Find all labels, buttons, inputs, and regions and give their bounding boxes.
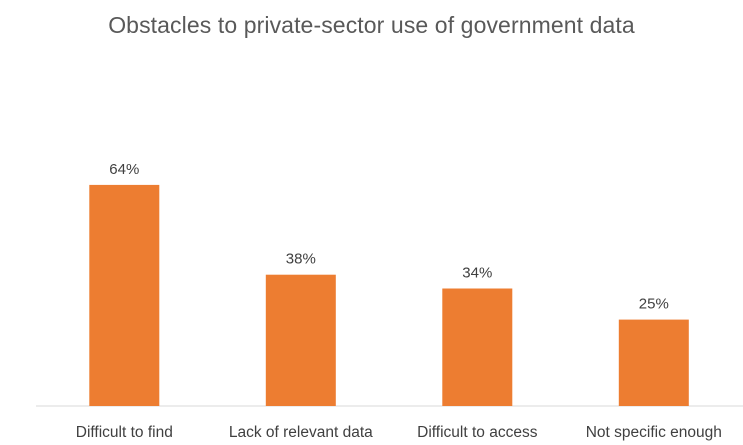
category-label-4: Not specific enough <box>586 424 722 441</box>
category-label-3: Difficult to access <box>417 424 538 441</box>
chart-title: Obstacles to private-sector use of gover… <box>108 12 635 38</box>
category-label-2: Lack of relevant data <box>229 424 373 441</box>
category-labels-group: Difficult to find Lack of relevant data Di… <box>76 424 722 441</box>
bar-1 <box>89 184 160 406</box>
data-label-2: 38% <box>286 251 316 268</box>
bar-3 <box>442 288 513 406</box>
data-label-3: 34% <box>462 265 492 282</box>
bar-4 <box>618 319 689 406</box>
bars-group <box>89 184 689 406</box>
data-label-4: 25% <box>639 296 669 313</box>
category-label-1: Difficult to find <box>76 424 173 441</box>
bar-2 <box>265 274 336 406</box>
data-labels-group: 64% 38% 34% 25% <box>109 161 669 313</box>
data-label-1: 64% <box>109 161 139 178</box>
